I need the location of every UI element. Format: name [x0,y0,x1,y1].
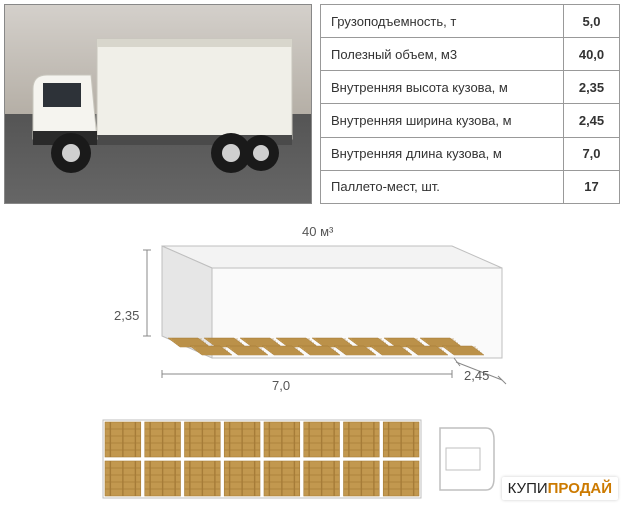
spec-value: 40,0 [564,38,620,71]
table-row: Внутренняя высота кузова, м 2,35 [321,71,620,104]
spec-label: Грузоподъемность, т [321,5,564,38]
spec-label: Внутренняя длина кузова, м [321,137,564,170]
table-row: Полезный объем, м3 40,0 [321,38,620,71]
plan-svg [102,419,422,499]
volume-label: 40 м³ [302,224,333,239]
spec-value: 5,0 [564,5,620,38]
spec-label: Внутренняя высота кузова, м [321,71,564,104]
spec-value: 7,0 [564,137,620,170]
spec-value: 2,35 [564,71,620,104]
spec-label: Паллето-мест, шт. [321,170,564,203]
diagram-area: 40 м³ 2,35 7,0 2,45 [4,224,620,516]
top-row: Грузоподъемность, т 5,0 Полезный объем, … [4,4,620,204]
spec-value: 2,45 [564,104,620,137]
height-label: 2,35 [114,308,139,323]
watermark: КУПИПРОДАЙ [502,477,618,500]
width-label: 2,45 [464,368,489,383]
watermark-post: ПРОДАЙ [548,480,612,497]
spec-label: Внутренняя ширина кузова, м [321,104,564,137]
table-row: Паллето-мест, шт. 17 [321,170,620,203]
page: Грузоподъемность, т 5,0 Полезный объем, … [0,0,624,520]
table-row: Внутренняя длина кузова, м 7,0 [321,137,620,170]
table-row: Грузоподъемность, т 5,0 [321,5,620,38]
spec-label: Полезный объем, м3 [321,38,564,71]
plan-view [102,416,522,502]
table-row: Внутренняя ширина кузова, м 2,45 [321,104,620,137]
spec-table: Грузоподъемность, т 5,0 Полезный объем, … [320,4,620,204]
length-label: 7,0 [272,378,290,393]
spec-value: 17 [564,170,620,203]
truck-photo [4,4,312,204]
watermark-pre: КУПИ [508,480,548,497]
truck-illustration [13,19,303,189]
cab-plan-icon [436,424,498,494]
isometric-view: 40 м³ 2,35 7,0 2,45 [102,228,522,398]
iso-svg [102,228,522,398]
